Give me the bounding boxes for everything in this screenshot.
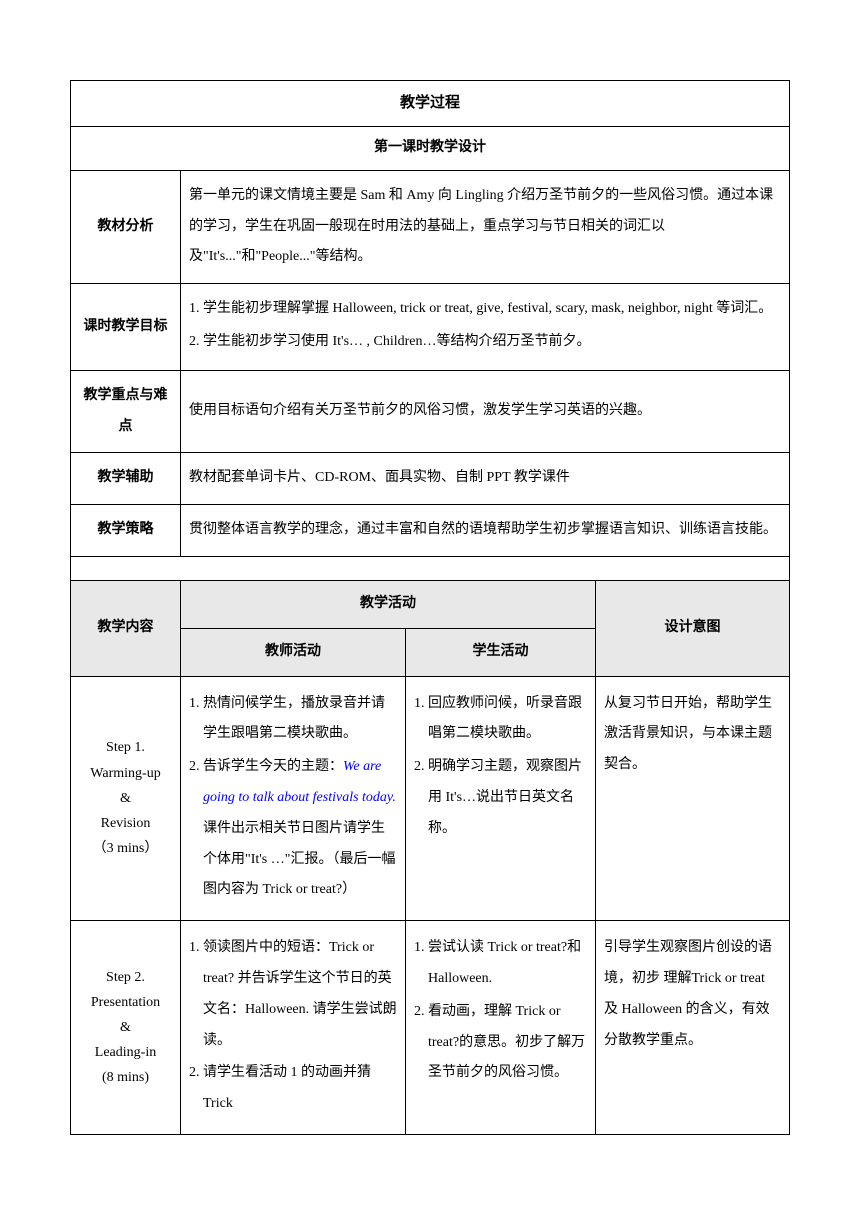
main-title: 教学过程 bbox=[71, 81, 790, 127]
step2-intent: 引导学生观察图片创设的语境，初步 理解Trick or treat 及 Hall… bbox=[596, 921, 790, 1135]
subtitle: 第一课时教学设计 bbox=[71, 127, 790, 171]
teaching-strategy-label: 教学策略 bbox=[71, 505, 181, 557]
key-points-content: 使用目标语句介绍有关万圣节前夕的风俗习惯，激发学生学习英语的兴趣。 bbox=[181, 370, 790, 453]
lesson-objectives-content: 1. 学生能初步理解掌握 Halloween, trick or treat, … bbox=[181, 284, 790, 371]
step1-teacher: 1. 热情问候学生，播放录音并请学生跟唱第二模块歌曲。 2. 告诉学生今天的主题… bbox=[181, 676, 406, 921]
step2-teacher: 1. 领读图片中的短语：Trick or treat? 并告诉学生这个节日的英文… bbox=[181, 921, 406, 1135]
teaching-aids-content: 教材配套单词卡片、CD-ROM、面具实物、自制 PPT 教学课件 bbox=[181, 453, 790, 505]
teaching-strategy-content: 贯彻整体语言教学的理念，通过丰富和自然的语境帮助学生初步掌握语言知识、训练语言技… bbox=[181, 505, 790, 557]
step1-intent: 从复习节日开始，帮助学生激活背景知识，与本课主题契合。 bbox=[596, 676, 790, 921]
step1-student: 1. 回应教师问候，听录音跟唱第二模块歌曲。 2. 明确学习主题，观察图片用 I… bbox=[406, 676, 596, 921]
activity-col-teacher: 教师活动 bbox=[181, 628, 406, 676]
activity-col-student: 学生活动 bbox=[406, 628, 596, 676]
activity-col-intent: 设计意图 bbox=[596, 580, 790, 676]
objective-item-2: 2. 学生能初步学习使用 It's… , Children…等结构介绍万圣节前夕… bbox=[189, 327, 781, 358]
objective-item-1: 1. 学生能初步理解掌握 Halloween, trick or treat, … bbox=[189, 294, 781, 325]
teaching-aids-label: 教学辅助 bbox=[71, 453, 181, 505]
textbook-analysis-label: 教材分析 bbox=[71, 170, 181, 283]
step2-student: 1. 尝试认读 Trick or treat?和Halloween. 2. 看动… bbox=[406, 921, 596, 1135]
activity-col-activities: 教学活动 bbox=[181, 580, 596, 628]
step2-label: Step 2. Presentation & Leading-in (8 min… bbox=[71, 921, 181, 1135]
spacer-row bbox=[71, 556, 790, 580]
activity-col-content: 教学内容 bbox=[71, 580, 181, 676]
lesson-objectives-label: 课时教学目标 bbox=[71, 284, 181, 371]
key-points-label: 教学重点与难点 bbox=[71, 370, 181, 453]
lesson-plan-table: 教学过程 第一课时教学设计 教材分析 第一单元的课文情境主要是 Sam 和 Am… bbox=[70, 80, 790, 1135]
textbook-analysis-content: 第一单元的课文情境主要是 Sam 和 Amy 向 Lingling 介绍万圣节前… bbox=[181, 170, 790, 283]
step1-label: Step 1. Warming-up & Revision （3 mins） bbox=[71, 676, 181, 921]
